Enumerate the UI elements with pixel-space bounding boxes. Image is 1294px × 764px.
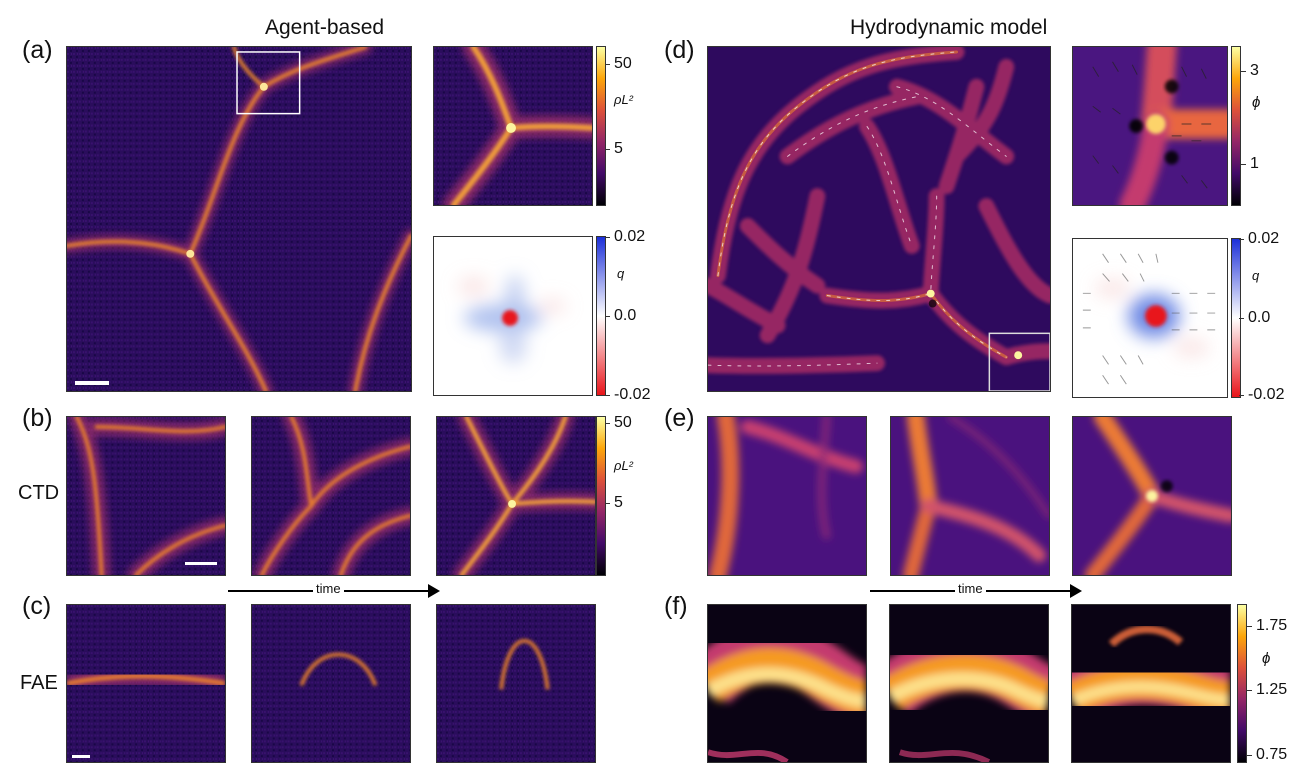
panel-c-frame-2 bbox=[251, 604, 411, 763]
colorbar-d-phi-tick: 1 bbox=[1241, 155, 1259, 173]
row-label-ctd: CTD bbox=[18, 482, 60, 504]
colorbar-a-density-label: ρL² bbox=[614, 92, 634, 107]
panel-a-q-map bbox=[433, 236, 593, 396]
panel-a-main bbox=[66, 46, 412, 392]
time-arrow-left: time bbox=[228, 580, 442, 600]
colorbar-a-density-tick: 50 bbox=[605, 55, 632, 73]
panel-label-f: (f) bbox=[664, 592, 688, 620]
panel-e-frame-1 bbox=[707, 416, 867, 576]
colorbar-a-q-tick: -0.02 bbox=[605, 386, 650, 404]
row-label-fae: FAE bbox=[20, 672, 58, 694]
colorbar-d-phi-label: ϕ bbox=[1252, 94, 1261, 111]
panel-b-frame-2 bbox=[251, 416, 411, 576]
panel-e-frame-3 bbox=[1072, 416, 1232, 576]
panel-b-frame-3 bbox=[436, 416, 596, 576]
colorbar-d-q-tick: 0.0 bbox=[1239, 309, 1270, 327]
colorbar-f-phi-tick: 1.75 bbox=[1247, 617, 1287, 635]
panel-label-d: (d) bbox=[664, 36, 695, 64]
panel-c-frame-3 bbox=[436, 604, 596, 763]
colorbar-a-density-tick: 5 bbox=[605, 140, 623, 158]
panel-a-zoom bbox=[433, 46, 593, 206]
colorbar-d-phi-tick: 3 bbox=[1241, 62, 1259, 80]
colorbar-a-q-tick: 0.0 bbox=[605, 307, 636, 325]
panel-f-frame-2 bbox=[889, 604, 1049, 763]
colorbar-d-q-tick: -0.02 bbox=[1239, 386, 1284, 404]
colorbar-f-phi-tick: 1.25 bbox=[1247, 681, 1287, 699]
colorbar-b-density-tick: 50 bbox=[605, 414, 632, 432]
right-column-title: Hydrodynamic model bbox=[850, 16, 1048, 39]
colorbar-f-phi-tick: 0.75 bbox=[1247, 746, 1287, 764]
colorbar-d-q-tick: 0.02 bbox=[1239, 230, 1279, 248]
panel-label-e: (e) bbox=[664, 404, 695, 432]
scale-bar bbox=[72, 755, 90, 758]
panel-f-frame-1 bbox=[707, 604, 867, 763]
scale-bar bbox=[185, 562, 217, 565]
panel-c-frame-1 bbox=[66, 604, 226, 763]
colorbar-a-q-label: q bbox=[617, 266, 625, 281]
panel-d-main bbox=[707, 46, 1051, 392]
panel-label-a: (a) bbox=[22, 36, 53, 64]
left-column-title: Agent-based bbox=[265, 16, 385, 39]
panel-d-zoom bbox=[1072, 46, 1228, 206]
colorbar-d-q-label: q bbox=[1252, 268, 1260, 283]
colorbar-b-density-tick: 5 bbox=[605, 494, 623, 512]
panel-f-frame-3 bbox=[1071, 604, 1231, 763]
panel-e-frame-2 bbox=[890, 416, 1050, 576]
colorbar-d-phi bbox=[1231, 46, 1241, 206]
panel-d-q-map bbox=[1072, 238, 1228, 398]
time-label: time bbox=[313, 581, 344, 596]
colorbar-f-phi-label: ϕ bbox=[1262, 650, 1271, 667]
panel-label-b: (b) bbox=[22, 404, 53, 432]
colorbar-a-q-tick: 0.02 bbox=[605, 228, 645, 246]
scale-bar bbox=[75, 381, 109, 385]
panel-b-frame-1 bbox=[66, 416, 226, 576]
colorbar-f-phi bbox=[1237, 604, 1247, 763]
colorbar-b-density-label: ρL² bbox=[614, 458, 634, 473]
time-label: time bbox=[955, 581, 986, 596]
colorbar-a-density bbox=[596, 46, 606, 206]
time-arrow-right: time bbox=[870, 580, 1084, 600]
panel-label-c: (c) bbox=[22, 592, 52, 620]
colorbar-b-density bbox=[596, 416, 606, 576]
